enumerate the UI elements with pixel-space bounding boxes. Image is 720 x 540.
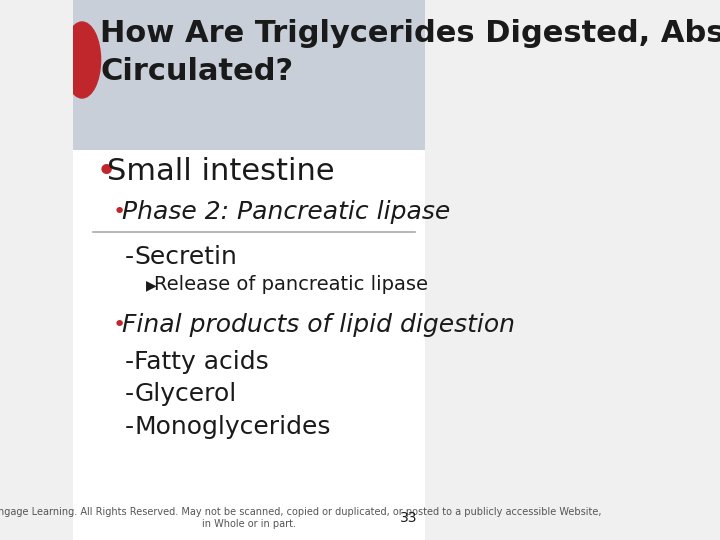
FancyBboxPatch shape	[73, 150, 425, 540]
Text: Small intestine: Small intestine	[107, 158, 335, 186]
Text: -: -	[125, 245, 134, 269]
Text: -: -	[125, 415, 134, 439]
Text: •: •	[112, 202, 125, 222]
Text: Phase 2: Pancreatic lipase: Phase 2: Pancreatic lipase	[122, 200, 450, 224]
Text: -: -	[125, 350, 134, 374]
Text: Glycerol: Glycerol	[134, 382, 237, 406]
Text: •: •	[112, 315, 125, 335]
Text: Secretin: Secretin	[134, 245, 237, 269]
Text: Monoglycerides: Monoglycerides	[134, 415, 330, 439]
Text: Release of pancreatic lipase: Release of pancreatic lipase	[154, 275, 428, 294]
Circle shape	[63, 22, 101, 98]
Text: ▶: ▶	[145, 278, 156, 292]
Text: Final products of lipid digestion: Final products of lipid digestion	[122, 313, 515, 337]
Text: How Are Triglycerides Digested, Absorbed, and: How Are Triglycerides Digested, Absorbed…	[100, 19, 720, 49]
Text: Copyright ©2016 Cengage Learning. All Rights Reserved. May not be scanned, copie: Copyright ©2016 Cengage Learning. All Ri…	[0, 507, 601, 529]
Text: Circulated?: Circulated?	[100, 57, 293, 86]
Text: •: •	[95, 155, 117, 189]
Text: -: -	[125, 382, 134, 406]
FancyBboxPatch shape	[73, 0, 425, 150]
Text: Fatty acids: Fatty acids	[134, 350, 269, 374]
Text: 33: 33	[400, 511, 418, 525]
